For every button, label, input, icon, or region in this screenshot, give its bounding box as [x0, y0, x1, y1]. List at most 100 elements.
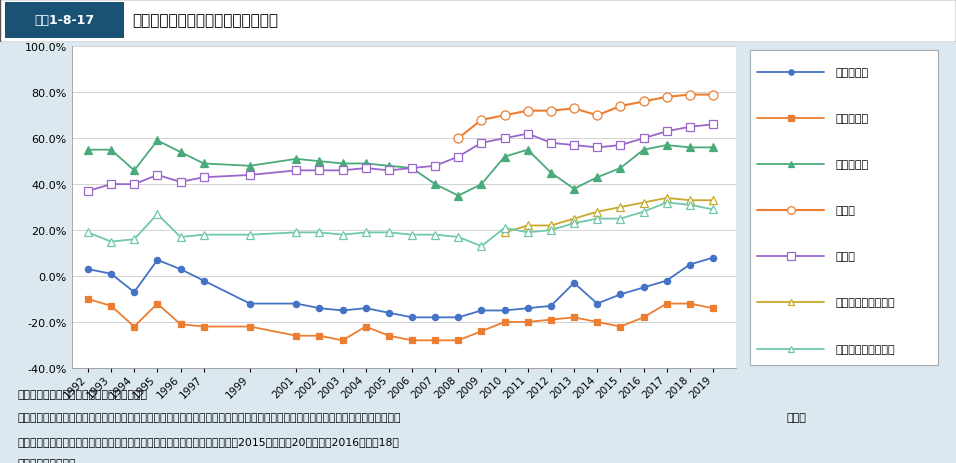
資産・貯蓄: [568, 315, 579, 320]
所得・収入: [499, 308, 511, 313]
耐久消費財: [499, 155, 511, 160]
住生活: [152, 173, 163, 178]
耐久消費財: [615, 166, 626, 171]
所得・収入: [291, 301, 302, 307]
レジャー・余暇生活: [476, 244, 488, 250]
資産・貯蓄: [244, 324, 255, 330]
レジャー・余暇生活: [661, 200, 672, 206]
耐久消費財: [545, 170, 556, 176]
レジャー・余暇生活: [82, 230, 94, 236]
資産・貯蓄: [684, 301, 696, 307]
Line: 耐久消費財: 耐久消費財: [84, 138, 717, 200]
Text: 自己啓発・能力向上: 自己啓発・能力向上: [836, 298, 896, 308]
所得・収入: [429, 315, 441, 320]
所得・収入: [337, 308, 348, 313]
耐久消費財: [638, 148, 649, 153]
耐久消費財: [476, 182, 488, 188]
レジャー・余暇生活: [615, 216, 626, 222]
レジャー・余暇生活: [545, 228, 556, 233]
Text: 所得・収入: 所得・収入: [836, 68, 869, 78]
耐久消費財: [522, 148, 533, 153]
資産・貯蓄: [592, 319, 603, 325]
住生活: [244, 173, 255, 178]
所得・収入: [661, 278, 672, 284]
所得・収入: [545, 303, 556, 309]
レジャー・余暇生活: [406, 232, 418, 238]
資産・貯蓄: [545, 317, 556, 323]
所得・収入: [406, 315, 418, 320]
Text: 資産・貯蓄: 資産・貯蓄: [836, 114, 869, 124]
住生活: [429, 163, 441, 169]
資産・貯蓄: [707, 306, 719, 311]
レジャー・余暇生活: [198, 232, 209, 238]
住生活: [406, 166, 418, 171]
レジャー・余暇生活: [452, 235, 464, 240]
資産・貯蓄: [152, 301, 163, 307]
Text: 食生活: 食生活: [836, 206, 856, 216]
食生活: [545, 109, 556, 114]
資産・貯蓄: [452, 338, 464, 344]
耐久消費財: [383, 163, 395, 169]
住生活: [175, 180, 186, 185]
資産・貯蓄: [128, 324, 140, 330]
耐久消費財: [314, 159, 325, 164]
住生活: [360, 166, 372, 171]
住生活: [568, 143, 579, 149]
自己啓発・能力向上: [568, 216, 579, 222]
Line: 食生活: 食生活: [454, 91, 718, 144]
耐久消費財: [105, 148, 117, 153]
資産・貯蓄: [337, 338, 348, 344]
レジャー・余暇生活: [429, 232, 441, 238]
住生活: [661, 129, 672, 135]
住生活: [314, 168, 325, 174]
所得・収入: [244, 301, 255, 307]
自己啓発・能力向上: [522, 223, 533, 229]
所得・収入: [152, 257, 163, 263]
レジャー・余暇生活: [707, 207, 719, 213]
Text: 現在の生活の各面での満足度の推移: 現在の生活の各面での満足度の推移: [132, 13, 278, 28]
食生活: [476, 118, 488, 123]
資産・貯蓄: [406, 338, 418, 344]
住生活: [707, 122, 719, 128]
食生活: [661, 95, 672, 100]
住生活: [337, 168, 348, 174]
所得・収入: [476, 308, 488, 313]
住生活: [476, 141, 488, 146]
レジャー・余暇生活: [314, 230, 325, 236]
所得・収入: [638, 285, 649, 291]
資産・貯蓄: [198, 324, 209, 330]
住生活: [198, 175, 209, 181]
所得・収入: [105, 271, 117, 277]
所得・収入: [175, 267, 186, 272]
耐久消費財: [406, 166, 418, 171]
耐久消費財: [684, 145, 696, 151]
レジャー・余暇生活: [244, 232, 255, 238]
所得・収入: [707, 255, 719, 261]
資産・貯蓄: [82, 296, 94, 302]
所得・収入: [522, 306, 533, 311]
自己啓発・能力向上: [499, 230, 511, 236]
耐久消費財: [198, 161, 209, 167]
Text: （年）: （年）: [786, 413, 806, 422]
Text: 以上である。: 以上である。: [17, 457, 76, 463]
耐久消費財: [128, 168, 140, 174]
食生活: [592, 113, 603, 119]
住生活: [638, 136, 649, 142]
自己啓発・能力向上: [661, 196, 672, 201]
食生活: [638, 100, 649, 105]
食生活: [615, 104, 626, 110]
耐久消費財: [82, 148, 94, 153]
住生活: [128, 182, 140, 188]
資産・貯蓄: [360, 324, 372, 330]
住生活: [592, 145, 603, 151]
資産・貯蓄: [638, 315, 649, 320]
レジャー・余暇生活: [638, 209, 649, 215]
資産・貯蓄: [105, 303, 117, 309]
食生活: [522, 109, 533, 114]
耐久消費財: [707, 145, 719, 151]
Line: 自己啓発・能力向上: 自己啓発・能力向上: [501, 194, 717, 237]
所得・収入: [82, 267, 94, 272]
Line: 所得・収入: 所得・収入: [85, 255, 716, 321]
資産・貯蓄: [314, 333, 325, 339]
食生活: [707, 93, 719, 98]
